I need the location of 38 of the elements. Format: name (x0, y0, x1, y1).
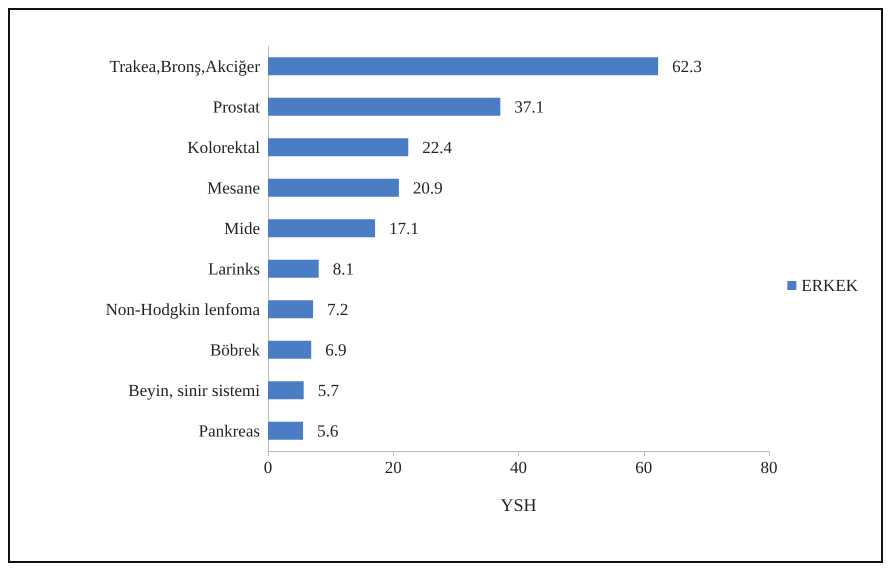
x-tick-label: 80 (760, 458, 778, 477)
data-label: 5.6 (317, 421, 338, 440)
y-tick-label: Mesane (207, 178, 260, 198)
data-label: 20.9 (412, 178, 443, 198)
bar (268, 381, 304, 400)
legend-label: ERKEK (801, 276, 859, 295)
data-label: 6.9 (325, 340, 346, 360)
bar (268, 340, 312, 359)
y-tick-label: Mide (224, 218, 260, 238)
bar (268, 300, 314, 318)
bar (268, 422, 304, 440)
bar (268, 260, 319, 278)
bar (268, 98, 500, 116)
y-tick-label: Beyin, sinir sistemi (128, 380, 260, 400)
x-tick-label: 20 (384, 458, 402, 477)
data-label: 22.4 (422, 138, 453, 157)
y-tick-label: Kolorektal (187, 138, 260, 157)
y-tick-label: Trakea,Bronş,Akciğer (110, 56, 260, 76)
chart-frame: YSH Trakea,Bronş,Akciğer Prostat Kolorektal Mesane Mide Larinks Non-Hodgkin lenfoma Böbrek Beyin, sinir sistemi Pankreas 0 20 40 60 80 62.3 37.1 22.4 20.9 17.1 8.1 7.2 6.9 5.7 5.6 ERKEK (8, 8, 883, 563)
data-label: 17.1 (389, 218, 419, 238)
bar (268, 178, 399, 197)
data-label: 62.3 (672, 56, 702, 76)
bar (268, 57, 658, 76)
y-tick-label: Prostat (212, 97, 260, 116)
y-tick-label: Non-Hodgkin lenfoma (106, 300, 260, 319)
bar (268, 219, 376, 238)
x-tick-label: 0 (264, 458, 272, 477)
y-tick-label: Böbrek (210, 340, 260, 360)
x-axis-title: YSH (500, 495, 537, 515)
data-label: 8.1 (332, 259, 354, 278)
x-tick-label: 40 (510, 458, 527, 477)
y-tick-label: Pankreas (198, 421, 260, 440)
data-label: 37.1 (514, 97, 544, 116)
data-label: 7.2 (327, 300, 348, 319)
x-tick-label: 60 (635, 458, 652, 477)
data-label: 5.7 (318, 380, 340, 400)
bar (268, 138, 408, 156)
y-tick-label: Larinks (208, 259, 260, 278)
